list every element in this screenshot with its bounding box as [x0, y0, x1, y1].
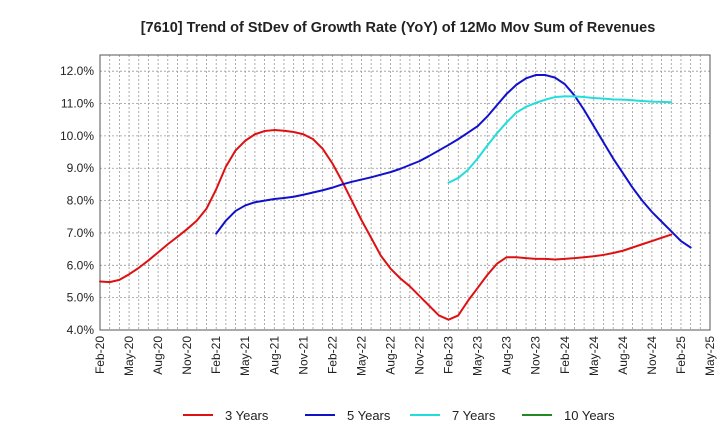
legend-label: 10 Years — [564, 408, 615, 423]
legend-label: 5 Years — [347, 408, 391, 423]
x-tick-label: Nov-21 — [296, 336, 310, 375]
x-tick-label: May-23 — [471, 336, 485, 376]
legend-label: 7 Years — [452, 408, 496, 423]
x-tick-label: Aug-23 — [500, 336, 514, 375]
y-tick-label: 10.0% — [60, 129, 94, 143]
x-tick-label: May-20 — [122, 336, 136, 376]
x-tick-label: Nov-22 — [413, 336, 427, 375]
y-tick-label: 12.0% — [60, 64, 94, 78]
y-tick-label: 6.0% — [67, 258, 95, 272]
x-tick-label: Nov-23 — [529, 336, 543, 375]
x-tick-label: Feb-24 — [558, 336, 572, 374]
series-layer — [99, 74, 692, 321]
y-tick-label: 9.0% — [67, 161, 95, 175]
x-tick-label: Feb-23 — [442, 336, 456, 374]
y-tick-label: 11.0% — [61, 97, 94, 111]
chart-title: [7610] Trend of StDev of Growth Rate (Yo… — [141, 20, 656, 36]
plot-border — [99, 54, 711, 331]
x-tick-label: Feb-22 — [325, 336, 339, 374]
y-tick-label: 4.0% — [67, 323, 95, 337]
x-tick-label: Aug-22 — [383, 336, 397, 375]
series-line-3-years — [99, 129, 673, 321]
x-tick-label: May-24 — [587, 336, 601, 376]
x-tick-label: May-21 — [238, 336, 252, 376]
series-line-5-years — [215, 74, 692, 249]
legend: 3 Years 5 Years 7 Years 10 Years — [183, 408, 615, 423]
axis-layer: 4.0% 5.0% 6.0% 7.0% 8.0% 9.0% 10.0% 11.0% 12.0% F… — [60, 54, 717, 376]
x-tick-label: Aug-20 — [151, 336, 165, 375]
x-tick-label: Nov-24 — [645, 336, 659, 375]
x-tick-label: May-22 — [354, 336, 368, 376]
series-line-7-years — [447, 95, 673, 184]
y-tick-label: 8.0% — [67, 194, 95, 208]
grid-layer — [99, 55, 711, 331]
x-tick-label: Nov-20 — [180, 336, 194, 375]
y-tick-label: 7.0% — [67, 226, 95, 240]
x-tick-label: Aug-21 — [267, 336, 281, 375]
x-tick-label: Feb-21 — [209, 336, 223, 374]
legend-label: 3 Years — [225, 408, 269, 423]
y-tick-label: 5.0% — [67, 291, 95, 305]
x-tick-label: Feb-20 — [93, 336, 107, 374]
x-tick-label: May-25 — [703, 336, 717, 376]
x-tick-label: Aug-24 — [616, 336, 630, 375]
plot-area — [100, 55, 710, 330]
x-tick-label: Feb-25 — [674, 336, 688, 374]
